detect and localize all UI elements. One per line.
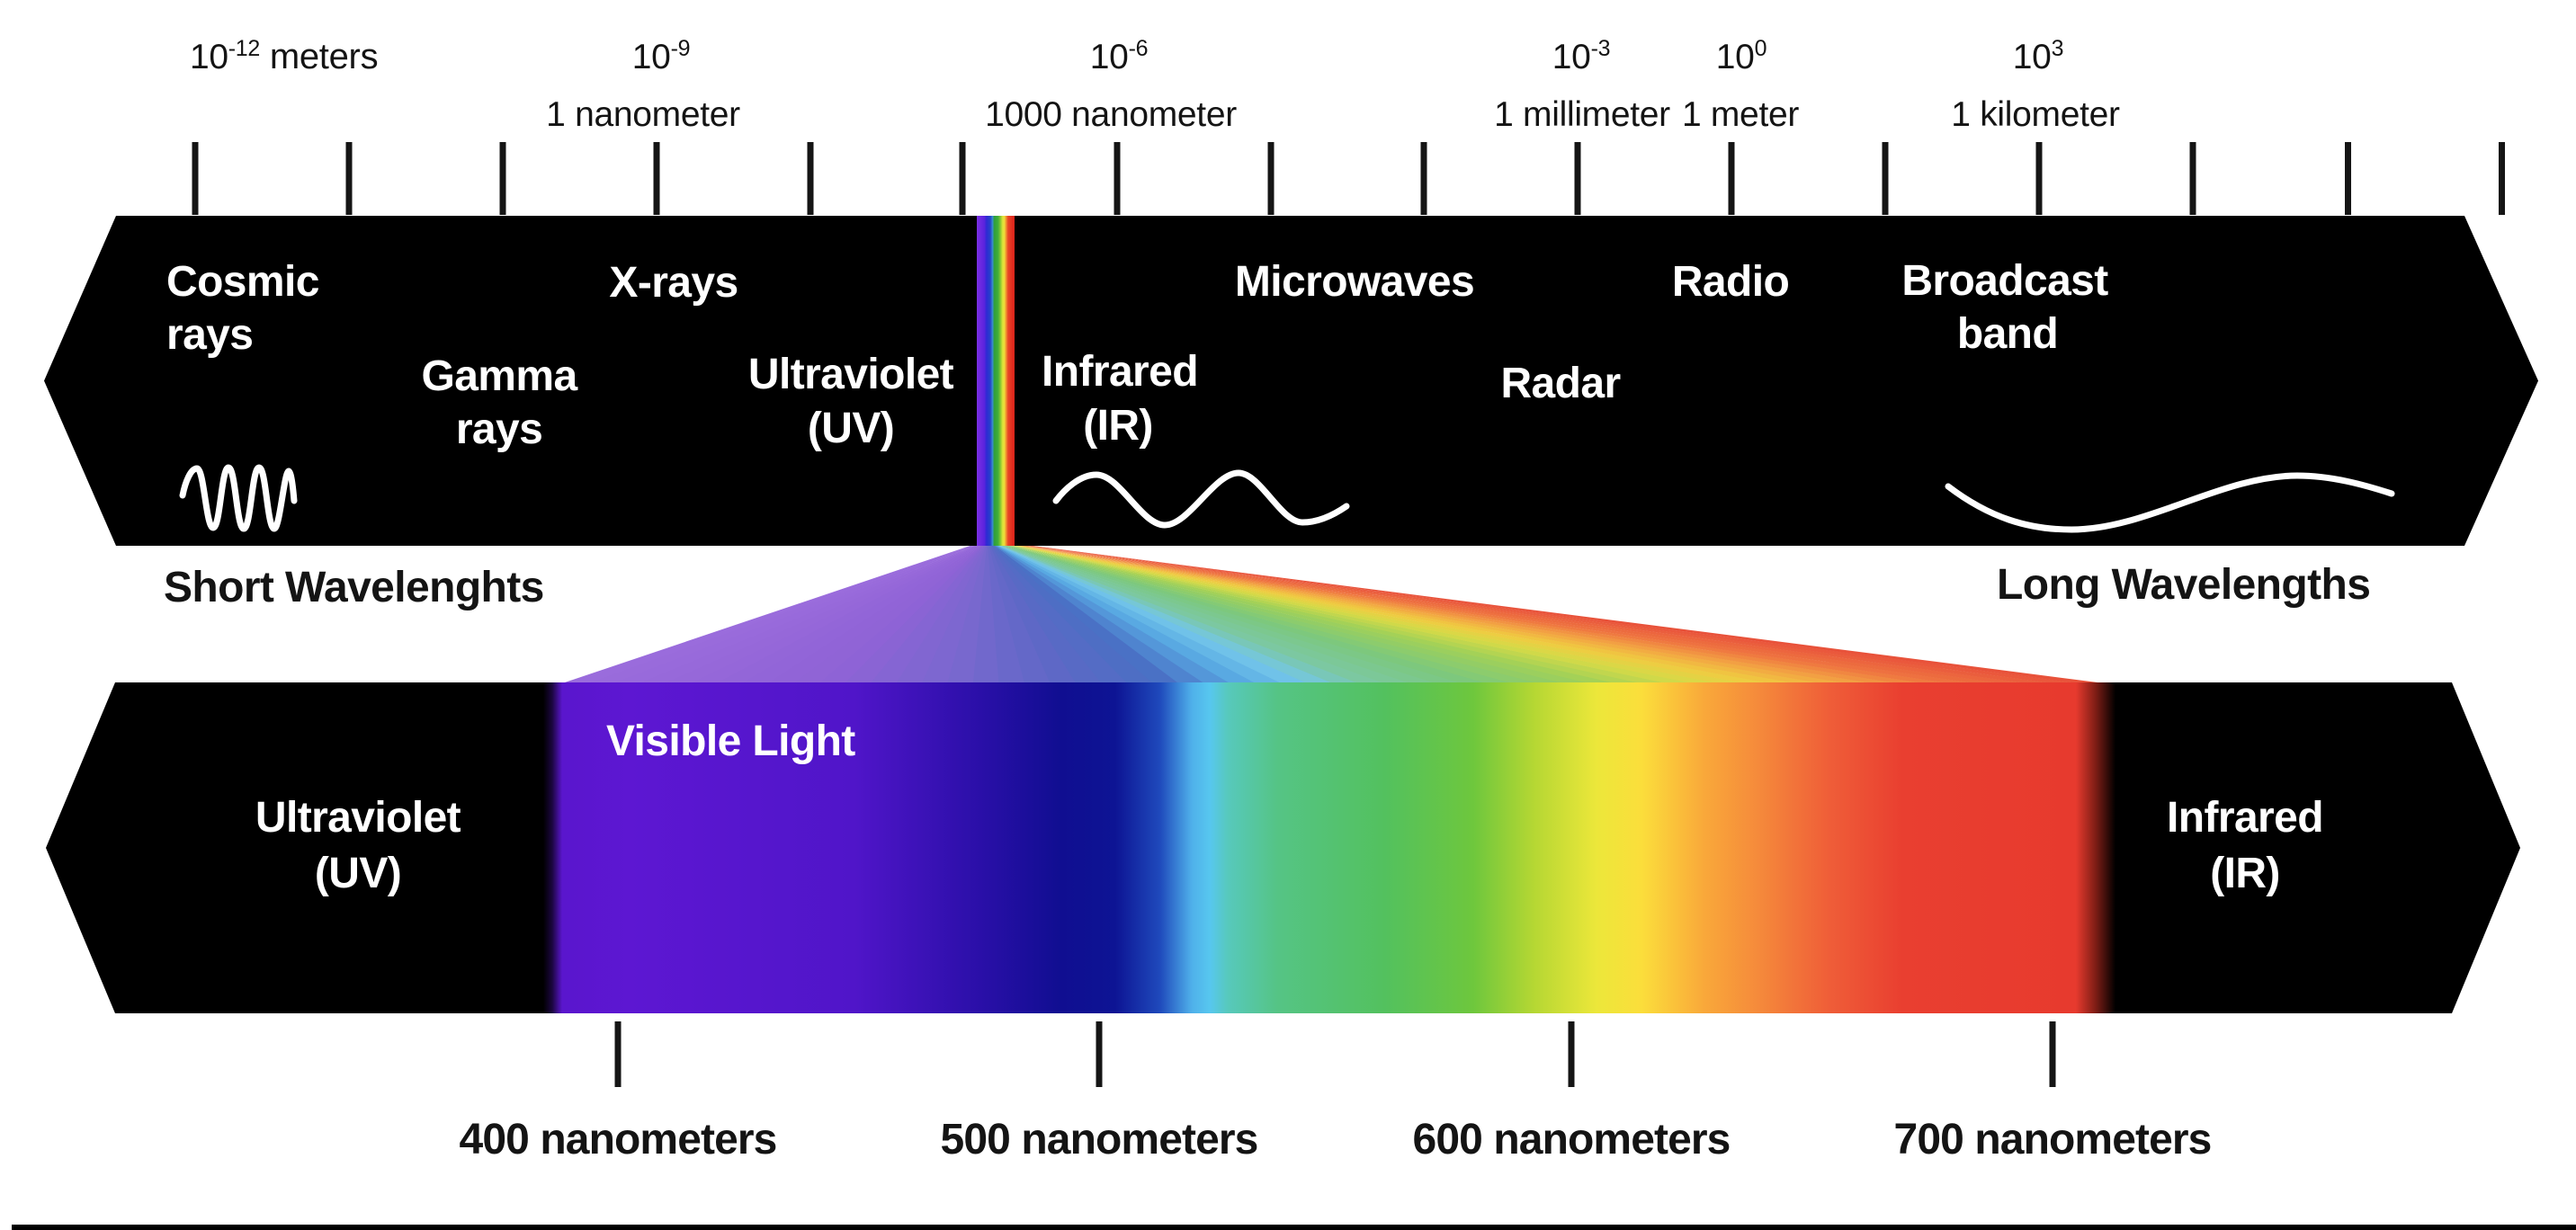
svg-text:Gamma: Gamma [421, 352, 577, 400]
svg-text:1 millimeter: 1 millimeter [1494, 95, 1670, 134]
svg-text:10-12 meters: 10-12 meters [190, 36, 378, 76]
svg-text:Broadcast: Broadcast [1901, 257, 2108, 305]
svg-text:400 nanometers: 400 nanometers [460, 1116, 777, 1163]
svg-text:X-rays: X-rays [609, 259, 738, 307]
svg-text:(IR): (IR) [2210, 850, 2280, 897]
svg-text:rays: rays [166, 311, 253, 359]
svg-text:Ultraviolet: Ultraviolet [255, 794, 461, 842]
svg-text:Visible Light: Visible Light [606, 718, 855, 765]
svg-text:rays: rays [456, 406, 542, 453]
svg-text:(UV): (UV) [315, 850, 401, 897]
svg-text:band: band [1957, 310, 2058, 358]
svg-text:10-6: 10-6 [1090, 36, 1148, 76]
svg-text:1000 nanometer: 1000 nanometer [985, 95, 1237, 134]
svg-text:Short Wavelenghts: Short Wavelenghts [164, 564, 544, 611]
svg-text:Microwaves: Microwaves [1235, 258, 1474, 306]
svg-text:500 nanometers: 500 nanometers [941, 1116, 1258, 1163]
svg-text:1 nanometer: 1 nanometer [546, 95, 740, 134]
svg-text:1 meter: 1 meter [1682, 95, 1799, 134]
svg-text:Infrared: Infrared [1042, 348, 1198, 396]
svg-text:Ultraviolet: Ultraviolet [748, 351, 954, 398]
svg-text:Cosmic: Cosmic [166, 258, 319, 306]
svg-text:(UV): (UV) [808, 405, 894, 452]
svg-text:Long Wavelengths: Long Wavelengths [1997, 561, 2370, 609]
svg-text:1 kilometer: 1 kilometer [1951, 95, 2120, 134]
svg-text:Infrared: Infrared [2167, 794, 2323, 842]
svg-text:(IR): (IR) [1083, 402, 1153, 450]
svg-text:Radar: Radar [1500, 360, 1620, 407]
svg-text:700 nanometers: 700 nanometers [1894, 1116, 2212, 1163]
svg-text:Radio: Radio [1672, 258, 1789, 306]
svg-text:600 nanometers: 600 nanometers [1413, 1116, 1731, 1163]
